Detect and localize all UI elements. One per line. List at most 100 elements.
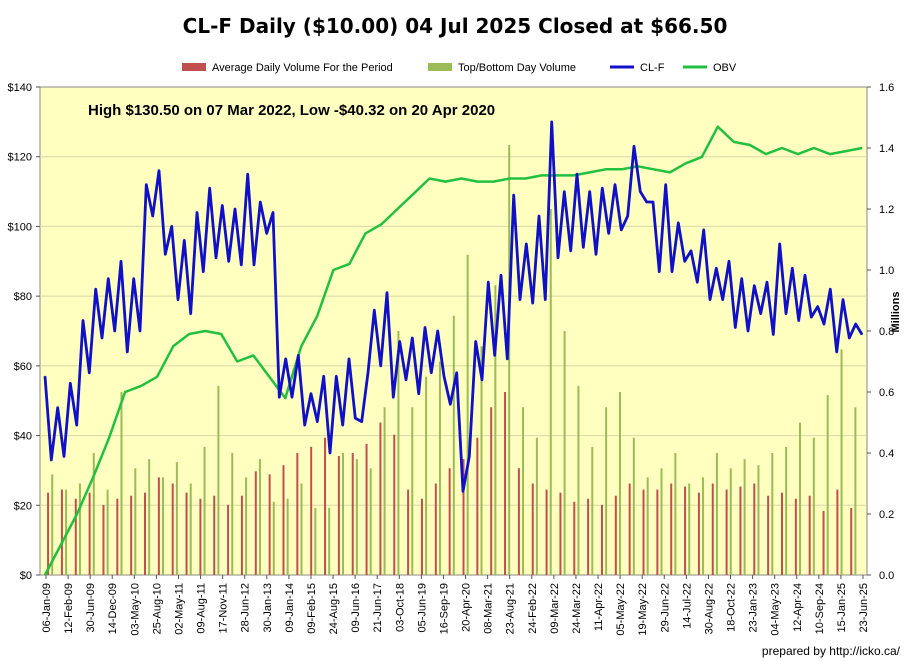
avg-volume-bar (74, 498, 77, 575)
top-volume-bar (369, 468, 372, 575)
cl-f-point (848, 337, 850, 339)
cl-f-point (361, 421, 363, 423)
cl-f-point (82, 319, 84, 322)
top-volume-bar (466, 254, 469, 575)
top-volume-bar (175, 462, 178, 575)
cl-f-point (424, 326, 426, 329)
cl-f-point (734, 326, 736, 329)
left-tick-label: $40 (14, 431, 32, 443)
cl-f-point (272, 211, 274, 214)
avg-volume-bar (227, 504, 230, 575)
top-volume-bar (314, 507, 317, 575)
left-tick-label: $60 (14, 361, 32, 373)
cl-f-point (589, 191, 591, 193)
cl-f-point (253, 264, 255, 266)
cl-f-point (614, 184, 616, 186)
top-volume-bar (729, 468, 732, 575)
x-tick-label: 02-May-11 (173, 583, 185, 635)
cl-f-point (538, 215, 540, 217)
cl-f-point (544, 299, 546, 301)
x-tick-label: 29-Jun-22 (659, 583, 671, 633)
cl-f-point (183, 239, 185, 241)
avg-volume-bar (490, 407, 493, 575)
x-tick-label: 23-Jun-25 (858, 583, 870, 633)
obv-point (300, 345, 302, 347)
top-volume-bar (203, 446, 206, 575)
cl-f-point (171, 225, 173, 227)
top-volume-bar (217, 385, 220, 575)
top-volume-bar (674, 453, 677, 575)
avg-volume-bar (794, 498, 797, 575)
top-volume-bar (840, 349, 843, 575)
cl-f-point (139, 330, 141, 332)
cl-f-point (164, 253, 166, 255)
cl-f-point (728, 260, 730, 262)
left-axis: $0 $20 $40 $60 $80 $100 $120 $140 (8, 82, 40, 582)
cl-f-point (817, 306, 819, 308)
obv-point (685, 162, 687, 164)
cl-f-point (304, 424, 306, 426)
cl-f-point (405, 379, 407, 381)
avg-volume-bar (144, 492, 147, 575)
top-volume-bar (563, 331, 566, 575)
avg-volume-bar (600, 504, 603, 575)
avg-volume-bar (157, 477, 160, 575)
cl-f-point (386, 292, 388, 294)
x-tick-label: 14-Jul-22 (681, 583, 693, 629)
avg-volume-bar (808, 495, 811, 575)
avg-volume-bar (725, 489, 728, 575)
x-tick-label: 23-Aug-21 (505, 583, 517, 634)
cl-f-point (576, 173, 578, 175)
avg-volume-bar (822, 510, 825, 575)
series-line (43, 120, 864, 493)
avg-volume-bar (213, 495, 216, 575)
cl-f-point (741, 278, 743, 280)
cl-f-point (63, 455, 65, 458)
top-volume-bar (397, 331, 400, 575)
cl-f-point (658, 271, 660, 273)
right-tick-label: 0.0 (879, 570, 894, 582)
top-volume-bar (771, 453, 774, 575)
top-volume-bar (120, 392, 123, 575)
top-volume-bar (425, 376, 428, 575)
obv-point (460, 177, 463, 180)
cl-f-point (798, 319, 800, 322)
right-tick-label: 1.0 (879, 265, 894, 277)
obv-point (348, 263, 350, 265)
x-tick-label: 03-May-10 (129, 583, 141, 636)
cl-f-point (221, 204, 223, 207)
avg-volume-bar (656, 489, 659, 575)
obv-point (412, 193, 415, 195)
cl-f-point (228, 260, 230, 262)
obv-point (108, 437, 110, 439)
top-volume-bar (189, 483, 192, 575)
x-tick-label: 20-Apr-20 (461, 583, 473, 632)
cl-f-point (620, 229, 622, 231)
top-volume-bar (618, 392, 621, 575)
cl-f-point (418, 393, 420, 395)
avg-volume-bar (614, 495, 617, 575)
top-volume-bar (743, 459, 746, 575)
cl-f-point (861, 333, 863, 336)
cl-f-point (633, 145, 635, 147)
avg-volume-bar (254, 471, 257, 575)
x-tick-label: 05-May-22 (615, 583, 627, 636)
left-tick-label: $80 (14, 291, 32, 303)
obv-point (380, 223, 382, 225)
avg-volume-bar (379, 422, 382, 575)
obv-point (509, 177, 511, 180)
cl-f-point (411, 337, 413, 339)
right-tick-label: 0.6 (879, 387, 894, 399)
avg-volume-bar (836, 489, 839, 575)
obv-point (204, 330, 206, 332)
avg-volume-bar (324, 437, 327, 575)
avg-volume-bar (130, 495, 133, 575)
obv-point (605, 168, 607, 170)
cl-f-point (247, 173, 249, 175)
cl-f-point (481, 379, 483, 381)
obv-point (733, 141, 735, 143)
top-volume-bar (591, 446, 594, 575)
cl-f-point (532, 302, 534, 304)
avg-volume-bar (531, 483, 534, 575)
